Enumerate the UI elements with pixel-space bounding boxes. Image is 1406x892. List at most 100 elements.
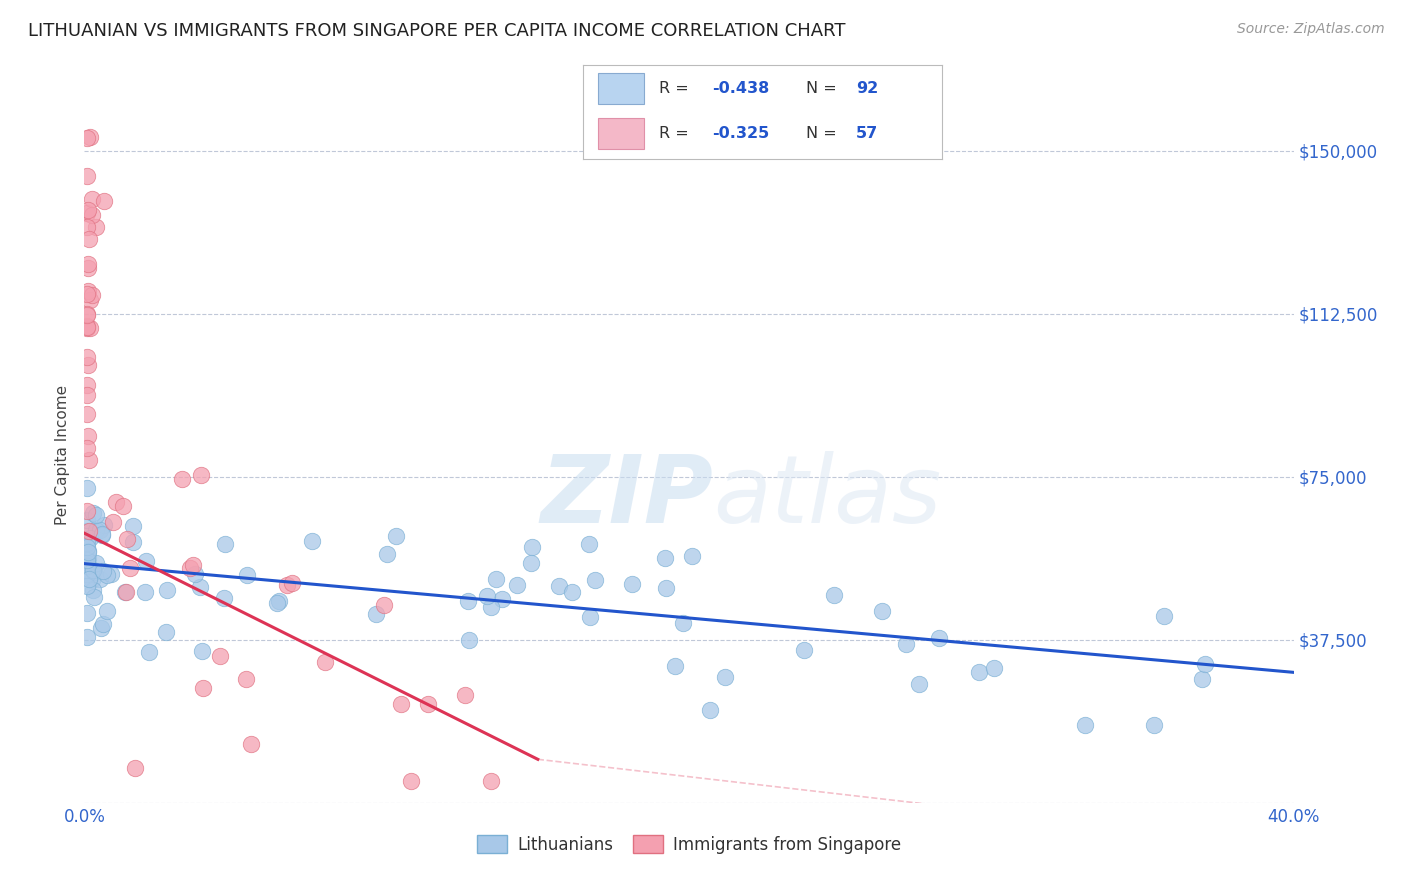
Point: [870, 604, 893, 618]
Point: [579, 610, 602, 624]
Point: [364, 607, 387, 622]
Point: [76, 504, 98, 518]
Point: [82, 287, 104, 301]
Point: [699, 703, 721, 717]
Point: [118, 561, 141, 575]
Point: [76, 524, 98, 538]
Point: [314, 655, 336, 669]
Point: [124, 760, 146, 774]
Point: [117, 532, 139, 546]
Point: [82, 507, 104, 521]
Text: R =: R =: [659, 126, 693, 141]
Point: [209, 648, 232, 663]
Point: [1143, 717, 1166, 731]
Point: [76, 284, 98, 298]
Point: [76, 219, 98, 234]
Point: [491, 591, 513, 606]
Point: [76, 205, 98, 219]
Point: [181, 558, 204, 572]
Point: [100, 567, 122, 582]
Text: Source: ZipAtlas.com: Source: ZipAtlas.com: [1237, 22, 1385, 37]
Point: [134, 584, 156, 599]
Point: [266, 596, 288, 610]
Point: [76, 378, 98, 392]
Point: [453, 688, 475, 702]
Point: [548, 578, 571, 592]
Point: [82, 563, 104, 577]
Point: [122, 535, 145, 549]
Point: [76, 131, 98, 145]
Point: [121, 518, 143, 533]
Point: [896, 637, 918, 651]
Point: [114, 585, 136, 599]
Point: [76, 318, 98, 333]
Point: [80, 208, 103, 222]
Point: [76, 556, 98, 570]
Point: [191, 643, 214, 657]
Point: [77, 257, 100, 271]
Point: [484, 572, 506, 586]
Point: [190, 468, 212, 483]
Point: [823, 588, 845, 602]
Point: [214, 537, 236, 551]
Point: [561, 585, 583, 599]
Point: [655, 581, 678, 595]
Point: [479, 599, 502, 614]
Point: [77, 452, 100, 467]
Point: [77, 358, 100, 372]
Point: [236, 568, 259, 582]
Point: [96, 568, 118, 582]
Point: [458, 633, 481, 648]
Point: [681, 549, 703, 563]
Point: [276, 578, 298, 592]
Point: [373, 599, 395, 613]
Point: [91, 564, 114, 578]
Point: [76, 607, 98, 621]
Point: [93, 517, 115, 532]
Point: [76, 407, 98, 421]
Point: [76, 552, 98, 566]
Point: [76, 559, 98, 574]
Point: [76, 579, 98, 593]
Point: [1074, 717, 1097, 731]
Point: [77, 544, 100, 558]
Point: [654, 550, 676, 565]
Point: [96, 604, 118, 618]
Point: [114, 585, 136, 599]
Point: [212, 591, 235, 605]
Point: [983, 661, 1005, 675]
Point: [239, 737, 262, 751]
Point: [172, 472, 194, 486]
Text: N =: N =: [806, 81, 842, 96]
Point: [76, 320, 98, 334]
Point: [481, 774, 503, 789]
Point: [301, 533, 323, 548]
Point: [193, 681, 215, 695]
Point: [90, 621, 112, 635]
Point: [583, 573, 606, 587]
Point: [76, 481, 98, 495]
Point: [138, 645, 160, 659]
Point: [520, 556, 543, 570]
Point: [76, 350, 98, 364]
Point: [155, 624, 177, 639]
Text: ZIP: ZIP: [540, 450, 713, 542]
FancyBboxPatch shape: [598, 72, 644, 104]
Text: 57: 57: [856, 126, 879, 141]
Point: [79, 532, 101, 546]
Point: [84, 524, 107, 538]
Point: [80, 192, 103, 206]
Point: [969, 665, 991, 680]
Point: [1194, 657, 1216, 672]
Text: 92: 92: [856, 81, 879, 96]
Point: [90, 528, 112, 542]
Point: [664, 658, 686, 673]
Point: [80, 573, 103, 587]
Point: [77, 572, 100, 586]
Point: [76, 388, 98, 402]
Point: [76, 203, 98, 218]
Point: [93, 194, 115, 208]
Point: [76, 441, 98, 455]
Text: -0.325: -0.325: [713, 126, 770, 141]
Point: [79, 293, 101, 308]
